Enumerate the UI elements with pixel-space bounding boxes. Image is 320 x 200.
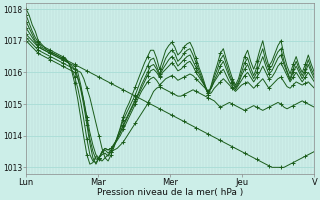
X-axis label: Pression niveau de la mer( hPa ): Pression niveau de la mer( hPa ) <box>97 188 244 197</box>
